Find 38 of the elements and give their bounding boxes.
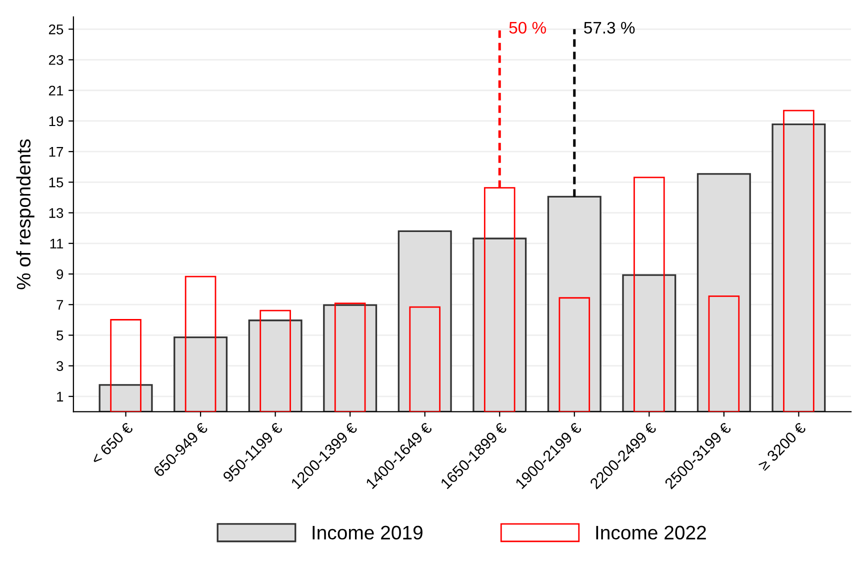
y-tick-label: 21 — [48, 86, 64, 96]
legend-label: Income 2022 — [596, 526, 706, 540]
y-tick-label: 13 — [49, 208, 64, 218]
bar — [323, 304, 378, 412]
bar — [772, 124, 826, 412]
y-tick-label: 23 — [48, 55, 64, 65]
bar — [634, 176, 665, 412]
bar — [174, 336, 228, 412]
bar — [184, 276, 216, 412]
y-tick-label: 3 — [56, 361, 64, 371]
y-tick-label: 25 — [48, 24, 64, 34]
y-axis-title: % of respondents — [16, 139, 34, 290]
ref-line-label: 57.3 % — [584, 22, 635, 34]
bar — [248, 320, 302, 412]
y-tick-label: 5 — [56, 330, 64, 340]
bar — [409, 306, 441, 412]
bar — [98, 384, 153, 412]
legend-label: Income 2019 — [312, 526, 422, 540]
bar — [547, 196, 602, 412]
y-tick-label: 15 — [49, 178, 64, 188]
bar — [398, 230, 452, 412]
bar — [260, 310, 291, 412]
bar — [334, 302, 366, 412]
bar — [558, 297, 590, 412]
y-tick-label: 1 — [57, 392, 64, 402]
bar — [110, 319, 142, 412]
y-tick-label: 9 — [56, 269, 64, 280]
x-tick-label: < 650 € — [90, 422, 134, 466]
bar — [708, 295, 740, 412]
y-tick-label: 11 — [50, 238, 64, 248]
y-tick-label: 7 — [56, 300, 64, 310]
y-tick-label: 17 — [49, 147, 64, 157]
ref-line-label: 50 % — [509, 22, 546, 34]
y-tick-label: 19 — [49, 116, 64, 126]
bar — [622, 274, 676, 412]
bar — [696, 173, 751, 412]
bar — [472, 238, 527, 412]
bar — [783, 110, 814, 412]
